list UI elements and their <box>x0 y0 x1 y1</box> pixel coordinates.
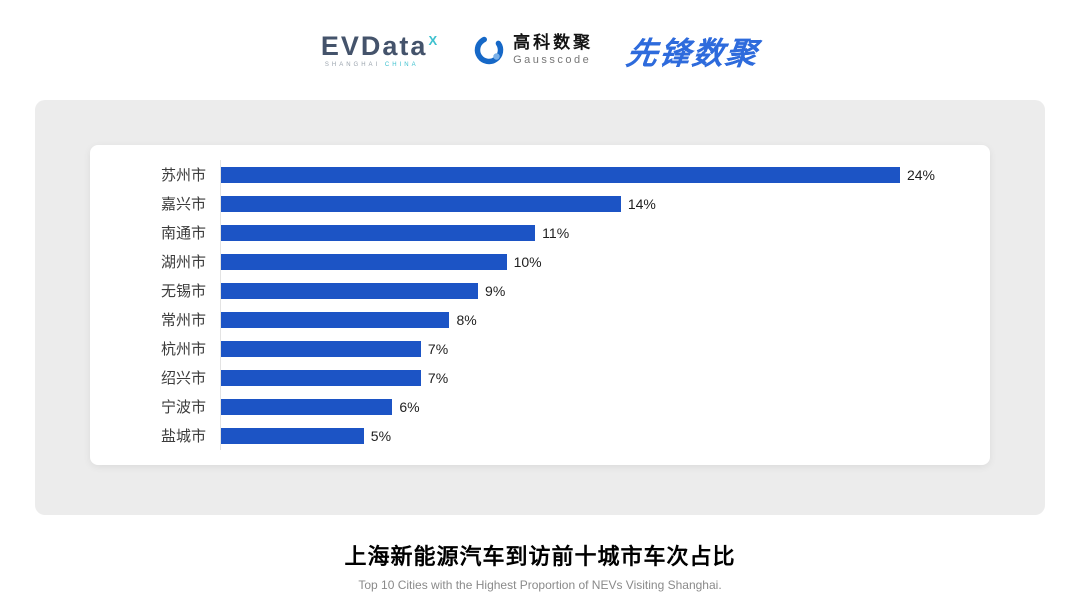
value-label: 24% <box>906 166 935 183</box>
category-label: 常州市 <box>160 312 206 329</box>
chart-subtitle: Top 10 Cities with the Highest Proportio… <box>358 578 722 592</box>
bar-track: 9% <box>220 276 935 305</box>
bar-track: 8% <box>220 305 935 334</box>
chart-row: 杭州市 7% <box>110 334 970 363</box>
bar-track: 10% <box>220 247 935 276</box>
category-label: 南通市 <box>160 225 206 242</box>
category-label: 湖州市 <box>160 254 206 271</box>
xianfeng-logo: 先锋数聚 <box>624 35 762 71</box>
evdata-logo: EVDataX SHANGHAI CHINA <box>320 30 440 68</box>
value-label: 5% <box>370 427 392 444</box>
bar-track: 14% <box>220 189 935 218</box>
bar-track: 11% <box>220 218 935 247</box>
chart-row: 无锡市 9% <box>110 276 970 305</box>
chart-row: 盐城市 5% <box>110 421 970 450</box>
evdata-tagline-china: CHINA <box>384 61 419 68</box>
value-label: 10% <box>513 253 542 270</box>
evdata-x-mark: X <box>428 32 440 48</box>
bar-track: 24% <box>220 160 935 189</box>
bar <box>221 398 393 415</box>
bar <box>221 253 507 270</box>
evdata-tagline: SHANGHAI CHINA <box>321 62 439 68</box>
category-label: 无锡市 <box>160 283 206 300</box>
chart-panel: 苏州市 24% 嘉兴市 14% 南通市 11% 湖州市 10% 无锡市 9% 常州市 8% 杭州市 7% 绍… <box>35 100 1045 515</box>
bar <box>221 369 421 386</box>
bar <box>221 311 450 328</box>
category-label: 苏州市 <box>160 167 206 184</box>
chart-row: 湖州市 10% <box>110 247 970 276</box>
chart-row: 嘉兴市 14% <box>110 189 970 218</box>
gausscode-icon <box>473 34 505 66</box>
bar-track: 6% <box>220 392 935 421</box>
evdata-wordmark: EVDataX <box>320 30 440 61</box>
chart-row: 绍兴市 7% <box>110 363 970 392</box>
gausscode-name-cn: 高科数聚 <box>513 32 594 52</box>
bar-track: 7% <box>220 334 935 363</box>
category-label: 杭州市 <box>160 341 206 358</box>
gausscode-logo: 高科数聚 Gausscode <box>473 32 594 67</box>
bar <box>221 224 536 241</box>
value-label: 14% <box>627 195 656 212</box>
gausscode-text: 高科数聚 Gausscode <box>513 32 594 67</box>
chart-row: 南通市 11% <box>110 218 970 247</box>
bar-track: 7% <box>220 363 935 392</box>
category-label: 嘉兴市 <box>160 196 206 213</box>
chart-title: 上海新能源汽车到访前十城市车次占比 <box>344 544 736 569</box>
value-label: 9% <box>485 282 506 299</box>
chart-row: 宁波市 6% <box>110 392 970 421</box>
bar-chart: 苏州市 24% 嘉兴市 14% 南通市 11% 湖州市 10% 无锡市 9% 常州市 8% 杭州市 7% 绍… <box>110 160 970 450</box>
evdata-text: EVData <box>320 30 428 61</box>
value-label: 11% <box>542 224 570 241</box>
bar-track: 5% <box>220 421 935 450</box>
chart-card: 苏州市 24% 嘉兴市 14% 南通市 11% 湖州市 10% 无锡市 9% 常州市 8% 杭州市 7% 绍… <box>90 145 990 465</box>
value-label: 7% <box>427 369 449 386</box>
value-label: 8% <box>456 311 477 328</box>
bar <box>221 282 479 299</box>
gausscode-name-en: Gausscode <box>513 54 592 67</box>
chart-row: 苏州市 24% <box>110 160 970 189</box>
category-label: 绍兴市 <box>160 370 206 387</box>
category-label: 盐城市 <box>160 428 206 445</box>
page: EVDataX SHANGHAI CHINA 高科数聚 Gausscode 先锋… <box>0 0 1080 592</box>
value-label: 7% <box>427 340 449 357</box>
chart-row: 常州市 8% <box>110 305 970 334</box>
bar <box>221 166 900 183</box>
logo-header: EVDataX SHANGHAI CHINA 高科数聚 Gausscode 先锋… <box>0 0 1080 100</box>
bar <box>221 195 621 212</box>
bar <box>221 427 364 444</box>
evdata-tagline-shanghai: SHANGHAI <box>324 61 381 68</box>
category-label: 宁波市 <box>160 399 206 416</box>
caption: 上海新能源汽车到访前十城市车次占比 Top 10 Cities with the… <box>0 539 1080 592</box>
value-label: 6% <box>399 398 420 415</box>
bar <box>221 340 421 357</box>
